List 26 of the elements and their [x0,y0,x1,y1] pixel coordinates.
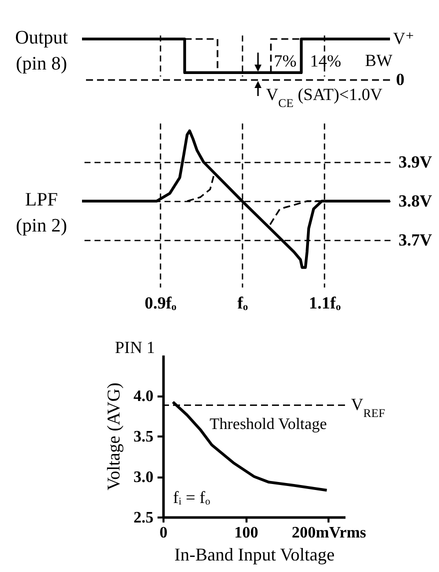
ref-line-label: 0 [396,70,404,89]
x-tick-label: 0 [160,524,168,542]
y-axis-title: Voltage (AVG) [104,382,124,490]
y-tick-label: 3.5 [134,428,154,446]
annotation: BW [365,51,394,70]
y-axis-title: LPF (pin 2) [16,190,68,237]
x-axis-title: In-Band Input Voltage [174,544,335,564]
text: V$_{CE}$ (SAT)<1.0V [266,85,384,110]
y-tick-label: 2.5 [134,510,154,526]
ref-line-label: V$_{REF}$ [351,395,386,420]
annotation: V⁺ [393,29,414,48]
chart-title: PIN 1 [114,338,155,357]
x-tick-label: 200mVrms [292,524,366,542]
y-tick-label: 3.9V [398,152,433,172]
x-tick-label: 1.1fₒ [308,294,341,312]
y-tick-label: 3.0 [134,469,154,486]
series-label: Threshold Voltage [210,416,327,433]
annotation: fᵢ = fₒ [173,488,210,507]
y-tick-label: 3.8V [398,192,433,211]
x-tick-label: 0.9fₒ [144,294,177,312]
y-axis-title: Output (pin 8) [15,28,69,74]
annotation: 7% [274,52,297,71]
x-tick-label: 100 [234,524,258,542]
y-tick-label: 4.0 [134,388,154,405]
y-tick-label: 3.7V [398,230,433,250]
x-tick-label: fₒ [237,294,248,312]
